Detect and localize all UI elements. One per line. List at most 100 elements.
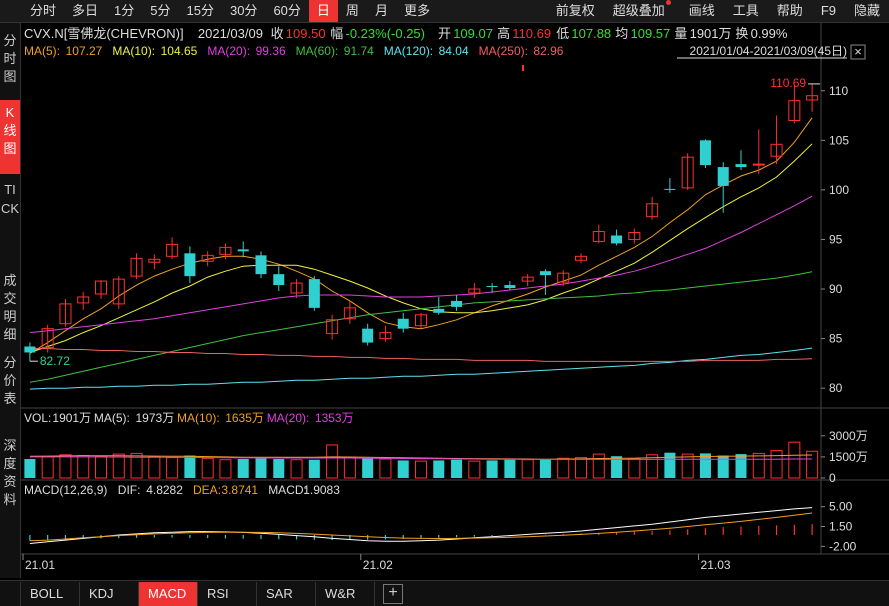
candle-body bbox=[574, 255, 588, 261]
volume-bar bbox=[94, 455, 108, 479]
period-tab-10[interactable]: 更多 bbox=[403, 3, 430, 18]
date-range-label: 2021/01/04-2021/03/09(45日) bbox=[690, 44, 847, 58]
left-tab-4[interactable]: 分价表 bbox=[3, 355, 17, 406]
open-value: 109.07 bbox=[453, 26, 493, 41]
volume-bar bbox=[504, 459, 516, 478]
indicator-tab-kdj[interactable]: KDJ bbox=[80, 581, 139, 606]
candle-body bbox=[379, 332, 392, 340]
candle-body bbox=[486, 286, 498, 288]
indicator-tab-w-r[interactable]: W&R bbox=[316, 581, 375, 606]
volume-bar bbox=[290, 459, 303, 479]
toolbar-menu-label: 隐藏 bbox=[853, 3, 880, 18]
candle-body bbox=[735, 164, 747, 168]
volume-bar bbox=[219, 459, 232, 479]
price-tick-label: 90 bbox=[829, 282, 843, 296]
period-tab-7[interactable]: 日 bbox=[308, 0, 338, 22]
x-axis-label: 21.01 bbox=[25, 558, 55, 572]
candle-body bbox=[433, 308, 445, 313]
vol-legend-label-0: VOL: bbox=[24, 411, 51, 425]
candle-body bbox=[343, 307, 356, 320]
toolbar-menu-label: 画线 bbox=[688, 3, 715, 18]
volume-bar bbox=[112, 453, 125, 479]
toolbar-right: 前复权 超级叠加 画线 工具 帮助 F9 隐藏 bbox=[547, 0, 889, 22]
period-tab-2[interactable]: 1分 bbox=[114, 3, 135, 18]
volume-bar bbox=[166, 457, 179, 479]
candle-body bbox=[308, 279, 320, 308]
add-indicator-icon[interactable]: + bbox=[383, 583, 403, 604]
high-value: 110.69 bbox=[512, 26, 551, 41]
volume-bar bbox=[397, 460, 409, 478]
price-tick-label: 80 bbox=[829, 381, 843, 395]
volume-bar bbox=[664, 452, 676, 478]
period-tab-5[interactable]: 30分 bbox=[229, 3, 258, 18]
volume-ma10-line bbox=[29, 454, 813, 460]
toolbar-menu-5[interactable]: F9 bbox=[812, 0, 845, 22]
period-tab-1[interactable]: 多日 bbox=[72, 3, 99, 18]
left-tab-5[interactable]: 深度资料 bbox=[3, 438, 17, 507]
toolbar-menu-6[interactable]: 隐藏 bbox=[845, 0, 889, 22]
volume-bar bbox=[788, 441, 801, 479]
candle-body bbox=[255, 255, 267, 275]
turnover-value: 0.99% bbox=[751, 26, 788, 41]
macd-dea-line bbox=[29, 512, 813, 542]
ma-legend-label-1: MA(10): bbox=[112, 44, 155, 58]
vol-legend-label-2: MA(10): bbox=[177, 411, 220, 425]
candle-body bbox=[717, 167, 729, 186]
change-caption: 幅 bbox=[330, 26, 343, 41]
indicator-tab-boll[interactable]: BOLL bbox=[21, 581, 80, 606]
volume-bar bbox=[77, 455, 90, 479]
toolbar-menu-0[interactable]: 前复权 bbox=[547, 0, 604, 22]
macd-legend-label-0: MACD(12,26,9) bbox=[24, 483, 107, 497]
candle-body bbox=[539, 271, 551, 276]
indicator-tab-rsi[interactable]: RSI bbox=[198, 581, 257, 606]
candle-body bbox=[201, 254, 214, 262]
macd-legend-value-1: 4.8282 bbox=[146, 483, 183, 497]
toolbar-menu-2[interactable]: 画线 bbox=[680, 0, 724, 22]
left-tab-1[interactable]: K线图 bbox=[0, 100, 20, 174]
toolbar-menu-4[interactable]: 帮助 bbox=[768, 0, 812, 22]
volume-bar bbox=[148, 456, 161, 479]
low-value: 107.88 bbox=[571, 26, 611, 41]
period-tab-0[interactable]: 分时 bbox=[30, 3, 57, 18]
period-tab-3[interactable]: 5分 bbox=[150, 3, 171, 18]
ma-legend-value-5: 82.96 bbox=[533, 44, 563, 58]
ma-legend-label-0: MA(5): bbox=[24, 44, 60, 58]
candle-body bbox=[362, 328, 374, 343]
price-tick-label: 95 bbox=[829, 232, 843, 246]
candle-body bbox=[788, 100, 801, 121]
period-tab-9[interactable]: 月 bbox=[374, 3, 388, 18]
period-tab-6[interactable]: 60分 bbox=[273, 3, 301, 18]
ma-legend-label-2: MA(20): bbox=[207, 44, 250, 58]
indicator-tab-sar[interactable]: SAR bbox=[257, 581, 316, 606]
candle-body bbox=[237, 249, 249, 252]
left-tab-3[interactable]: 成交明细 bbox=[3, 273, 17, 342]
candle-body bbox=[130, 257, 143, 277]
candle-body bbox=[451, 300, 463, 307]
toolbar-menu-1[interactable]: 超级叠加 bbox=[604, 0, 680, 22]
indicator-tab-macd[interactable]: MACD bbox=[139, 581, 198, 606]
volume-bar bbox=[255, 458, 267, 478]
volume-bar bbox=[130, 452, 143, 479]
avg-caption: 均 bbox=[615, 26, 628, 41]
toolbar-menu-3[interactable]: 工具 bbox=[724, 0, 768, 22]
period-tab-8[interactable]: 周 bbox=[345, 3, 359, 18]
volume-bar bbox=[646, 454, 659, 479]
toolbar-menu-label: 前复权 bbox=[555, 3, 595, 18]
macd-legend-label-1: DIF: bbox=[118, 483, 141, 497]
macd-tick-label: -2.00 bbox=[829, 539, 857, 553]
close-box[interactable] bbox=[850, 44, 866, 60]
candle-body bbox=[752, 163, 765, 166]
candle-body bbox=[414, 314, 428, 327]
volume-bar bbox=[433, 460, 445, 478]
ma-legend-label-3: MA(60): bbox=[296, 44, 339, 58]
volume-bar bbox=[717, 455, 729, 478]
left-tab-0[interactable]: 分时图 bbox=[3, 33, 17, 84]
candle-body bbox=[806, 95, 819, 101]
kline-chart[interactable]: CVX.N[雪佛龙(CHEVRON)] 2021/03/09 收 109.50 幅 -0.… bbox=[21, 23, 889, 579]
left-tab-2[interactable]: TICK bbox=[0, 182, 20, 216]
candle-body bbox=[557, 272, 570, 283]
volume-bar bbox=[379, 458, 392, 479]
candle-body bbox=[646, 203, 659, 218]
period-tab-4[interactable]: 15分 bbox=[186, 3, 214, 18]
macd-legend-label-3: MACD: bbox=[268, 483, 307, 497]
